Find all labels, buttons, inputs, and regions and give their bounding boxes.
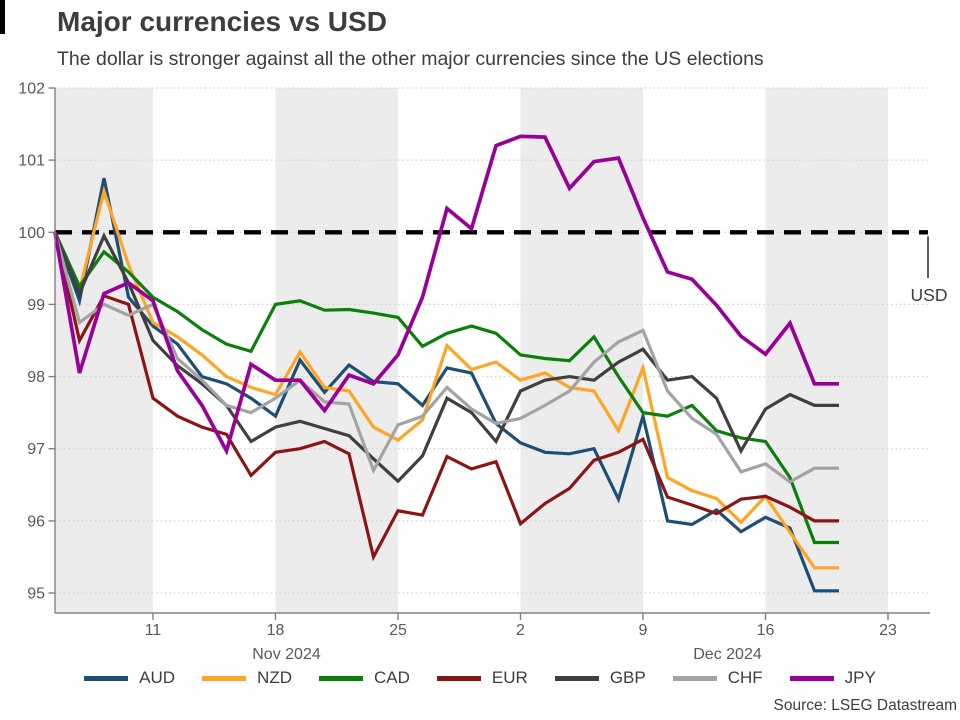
legend-label-nzd: NZD: [257, 668, 292, 687]
month-label: Nov 2024: [252, 646, 321, 663]
nzd-color-swatch: [202, 675, 247, 681]
legend-label-cad: CAD: [374, 668, 410, 687]
x-tick-label: 25: [389, 622, 407, 639]
chart-subtitle: The dollar is stronger against all the o…: [57, 48, 764, 70]
corner-accent-bar: [0, 0, 5, 34]
legend-item-jpy: JPY: [789, 668, 876, 688]
y-tick-label: 97: [27, 441, 45, 458]
cad-color-swatch: [319, 675, 363, 681]
x-tick-label: 2: [516, 622, 525, 639]
legend-item-aud: AUD: [84, 668, 175, 688]
series-line-nzd: [53, 185, 839, 570]
x-tick-label: 18: [267, 622, 285, 639]
chart-legend: AUD NZD CAD EUR GBP CHF JPY: [0, 668, 960, 688]
series-line-jpy: [53, 134, 839, 456]
chf-color-swatch: [672, 675, 717, 681]
x-tick-label: 23: [879, 622, 897, 639]
legend-label-gbp: GBP: [609, 668, 646, 687]
series-line-cad: [53, 231, 839, 545]
x-tick-label: 16: [757, 622, 775, 639]
y-tick-label: 100: [18, 225, 45, 242]
legend-item-gbp: GBP: [554, 668, 646, 688]
y-tick-label: 95: [27, 586, 45, 603]
y-tick-label: 101: [18, 153, 45, 170]
series-line-aud: [53, 177, 839, 593]
chart-title: Major currencies vs USD: [57, 6, 387, 37]
legend-label-jpy: JPY: [844, 668, 876, 687]
x-tick-label: 9: [639, 622, 648, 639]
y-tick-label: 99: [27, 297, 45, 314]
eur-color-swatch: [436, 675, 481, 681]
legend-label-aud: AUD: [139, 668, 176, 687]
month-label: Dec 2024: [693, 646, 762, 663]
y-tick-label: 96: [27, 513, 45, 530]
week-band: [765, 88, 888, 613]
y-tick-label: 98: [27, 369, 45, 386]
y-tick-label: 102: [18, 81, 45, 98]
legend-label-chf: CHF: [727, 668, 763, 687]
series-line-chf: [53, 231, 839, 484]
gbp-color-swatch: [554, 675, 599, 681]
week-band: [55, 88, 153, 613]
legend-label-eur: EUR: [491, 668, 528, 687]
legend-item-chf: CHF: [672, 668, 763, 688]
x-tick-label: 11: [145, 622, 162, 639]
series-line-eur: [53, 231, 839, 562]
usd-baseline-label: USD: [911, 285, 948, 305]
week-band: [275, 88, 398, 613]
legend-item-nzd: NZD: [202, 668, 292, 688]
aud-color-swatch: [84, 675, 129, 681]
legend-item-cad: CAD: [319, 668, 410, 688]
legend-item-eur: EUR: [436, 668, 528, 688]
jpy-color-swatch: [789, 675, 834, 681]
source-attribution: Source: LSEG Datastream: [773, 697, 958, 714]
series-line-gbp: [53, 231, 839, 484]
